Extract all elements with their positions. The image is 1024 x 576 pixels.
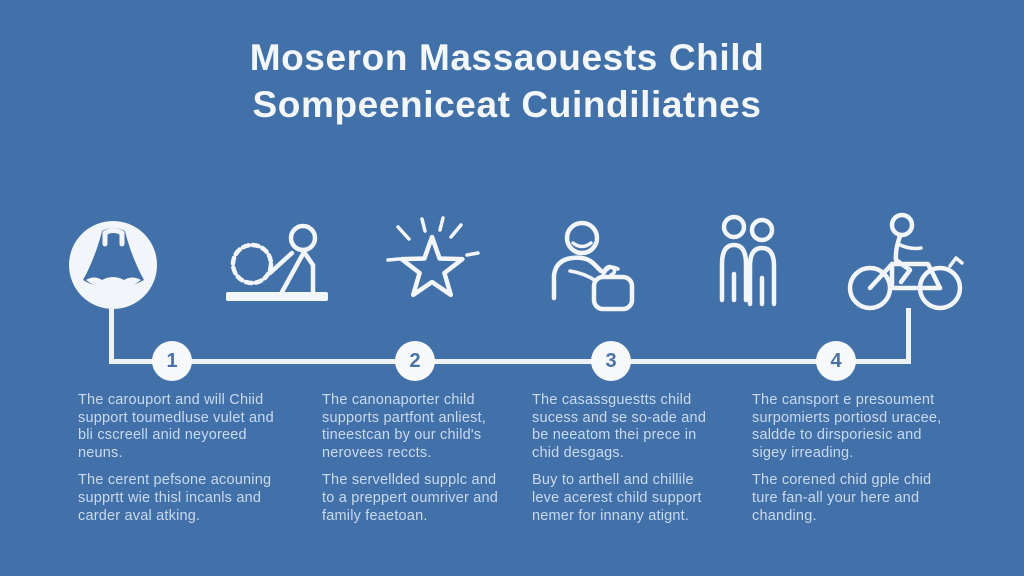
step-2-description: The canonaporter child supports partfont… bbox=[322, 392, 527, 535]
step-3-paragraph-2: Buy to arthell and chillile leve acerest… bbox=[532, 472, 702, 524]
step-3-paragraph-1: The casassguestts child sucess and se so… bbox=[532, 392, 707, 461]
timeline-connector-right bbox=[906, 308, 911, 364]
step-badge-2: 2 bbox=[395, 341, 435, 381]
step-4-description: The cansport e presoument surpomierts po… bbox=[752, 392, 972, 535]
step-number-3: 3 bbox=[605, 349, 617, 372]
gown-in-circle-icon bbox=[66, 218, 161, 313]
timeline-line bbox=[109, 359, 911, 364]
step-2-paragraph-1: The canonaporter child supports partfont… bbox=[322, 392, 486, 461]
person-riding-bicycle-icon bbox=[840, 212, 968, 312]
two-people-icon bbox=[700, 212, 795, 310]
page-title-line1: Moseron Massaouests Child bbox=[249, 37, 765, 78]
step-1-paragraph-1: The carouport and will Chiid support tou… bbox=[78, 392, 274, 461]
step-4-paragraph-1: The cansport e presoument surpomierts po… bbox=[752, 392, 942, 461]
step-1-paragraph-2: The cerent pefsone acouning supprtt wie … bbox=[78, 472, 272, 524]
step-badge-3: 3 bbox=[591, 341, 631, 381]
page-title: Moseron Massaouests Child Sompeeniceat C… bbox=[0, 34, 1014, 128]
person-holding-bag-icon bbox=[542, 218, 642, 313]
timeline-connector-left bbox=[109, 308, 114, 364]
step-4-paragraph-2: The corened chid gple chid ture fan-all … bbox=[752, 472, 932, 524]
step-2-paragraph-2: The servellded supplc and to a preppert … bbox=[322, 472, 499, 524]
step-number-2: 2 bbox=[409, 349, 421, 372]
step-number-1: 1 bbox=[166, 349, 178, 372]
step-badge-4: 4 bbox=[816, 341, 856, 381]
step-number-4: 4 bbox=[830, 349, 842, 372]
sparkling-star-icon bbox=[382, 212, 482, 312]
page-title-line2: Sompeeniceat Cuindiliatnes bbox=[252, 84, 762, 125]
person-at-desk-with-wreath-icon bbox=[222, 222, 334, 306]
step-3-description: The casassguestts child sucess and se so… bbox=[532, 392, 737, 535]
step-badge-1: 1 bbox=[152, 341, 192, 381]
step-1-description: The carouport and will Chiid support tou… bbox=[78, 392, 314, 535]
